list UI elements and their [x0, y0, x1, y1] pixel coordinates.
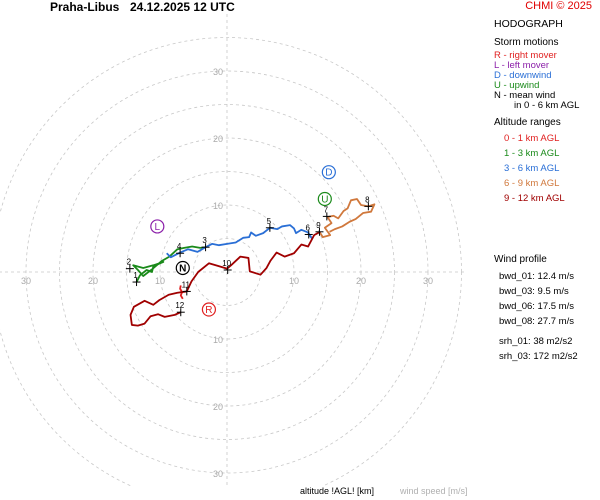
storm-legend-item-0: R - right mover: [494, 50, 557, 61]
storm-marker-label-D: D: [325, 168, 332, 179]
altitude-units-label: altitude !AGL! [km]: [300, 486, 375, 496]
storm-marker-label-N: N: [179, 263, 186, 274]
altitude-legend-item-1: 1 - 3 km AGL: [504, 148, 560, 159]
storm-marker-D: [321, 165, 336, 180]
storm-motions-heading: Storm motions: [494, 37, 559, 48]
storm-marker-label-U: U: [321, 194, 328, 205]
sounding-datetime: 24.12.2025 12 UTC: [130, 0, 235, 14]
ring-label-left-10: 10: [155, 276, 165, 286]
srh-list: srh_01: 38 m2/s2 srh_03: 172 m2/s2: [494, 337, 600, 362]
height-marker-label-12: 12: [175, 301, 184, 310]
wind-profile-item-3: bwd_08: 27.7 m/s: [499, 316, 574, 327]
storm-marker-L: [150, 219, 165, 234]
ring-label-bottom-20: 20: [213, 402, 223, 412]
wind-speed-units-label: wind speed [m/s]: [400, 486, 468, 496]
height-marker-label-8: 8: [365, 195, 370, 204]
legend-panel: HODOGRAPH Storm motions R - right mover L…: [494, 18, 600, 367]
ring-labels: 10 10 10 10 20 20 20 20 30 30 30 30: [21, 67, 433, 479]
height-marker-label-4: 4: [177, 242, 182, 251]
altitude-ranges-heading: Altitude ranges: [494, 117, 561, 128]
copyright-notice: CHMI © 2025: [525, 0, 592, 12]
storm-marker-label-L: L: [155, 222, 161, 233]
ring-label-right-20: 20: [356, 276, 366, 286]
height-marker-label-2: 2: [127, 258, 132, 267]
wind-profile-heading: Wind profile: [494, 254, 547, 265]
title-bar: Praha-Libus 24.12.2025 12 UTC CHMI © 202…: [0, 0, 600, 16]
ring-label-right-10: 10: [289, 276, 299, 286]
wind-profile-list: bwd_01: 12.4 m/s bwd_03: 9.5 m/s bwd_06: 1…: [494, 272, 600, 327]
height-marker-label-11: 11: [182, 280, 191, 289]
storm-legend-item-1: L - left mover: [494, 60, 550, 71]
storm-marker-U: [317, 191, 332, 207]
ring-label-bottom-10: 10: [213, 335, 223, 345]
height-marker-label-1: 1: [133, 271, 138, 280]
hodograph-axes: [0, 14, 467, 486]
srh-item-1: srh_03: 172 m2/s2: [499, 351, 578, 362]
ring-label-left-20: 20: [88, 276, 98, 286]
storm-marker-label-R: R: [205, 305, 212, 316]
storm-legend-item-3: U - upwind: [494, 80, 540, 91]
storm-motions-list: R - right mover L - left mover D - downwin…: [494, 51, 600, 111]
station-name: Praha-Libus: [50, 0, 120, 14]
wind-profile-item-0: bwd_01: 12.4 m/s: [499, 271, 574, 282]
panel-title: HODOGRAPH: [494, 18, 563, 30]
height-marker-label-9: 9: [316, 221, 321, 230]
altitude-legend-item-2: 3 - 6 km AGL: [504, 163, 560, 174]
storm-marker-R: [201, 302, 217, 317]
altitude-ranges-list: 0 - 1 km AGL 1 - 3 km AGL 3 - 6 km AGL 6 - …: [494, 134, 600, 204]
ring-label-top-30: 30: [213, 67, 223, 77]
ring-label-top-10: 10: [213, 201, 223, 211]
hodograph-trace: [129, 198, 376, 327]
srh-item-0: srh_01: 38 m2/s2: [499, 336, 573, 347]
altitude-legend-item-4: 9 - 12 km AGL: [504, 193, 565, 204]
storm-motion-markers: R L D U N: [150, 165, 336, 317]
height-marker-label-3: 3: [202, 236, 207, 245]
wind-profile-item-1: bwd_03: 9.5 m/s: [499, 286, 569, 297]
height-marker-label-5: 5: [267, 217, 272, 226]
storm-legend-item-5: in 0 - 6 km AGL: [514, 100, 580, 111]
storm-legend-item-2: D - downwind: [494, 70, 552, 81]
wind-profile-item-2: bwd_06: 17.5 m/s: [499, 301, 574, 312]
ring-label-right-30: 30: [423, 276, 433, 286]
altitude-legend-item-3: 6 - 9 km AGL: [504, 178, 560, 189]
ring-label-top-20: 20: [213, 134, 223, 144]
trace-segment-6-9km: [318, 198, 376, 239]
ring-label-bottom-30: 30: [213, 469, 223, 479]
storm-marker-N: [175, 260, 190, 276]
trace-segment-9-12km: [129, 231, 321, 327]
height-marker-label-6: 6: [306, 223, 311, 232]
range-ring-15: [126, 171, 328, 373]
storm-legend-item-4: N - mean wind: [494, 90, 556, 101]
height-marker-label-10: 10: [222, 259, 231, 268]
trace-segment-1-3km: [132, 245, 206, 283]
range-ring-25: [59, 104, 395, 440]
altitude-legend-item-0: 0 - 1 km AGL: [504, 133, 560, 144]
trace-segment-3-6km: [166, 224, 313, 259]
ring-label-left-30: 30: [21, 276, 31, 286]
height-marker-label-7: 7: [324, 205, 329, 214]
